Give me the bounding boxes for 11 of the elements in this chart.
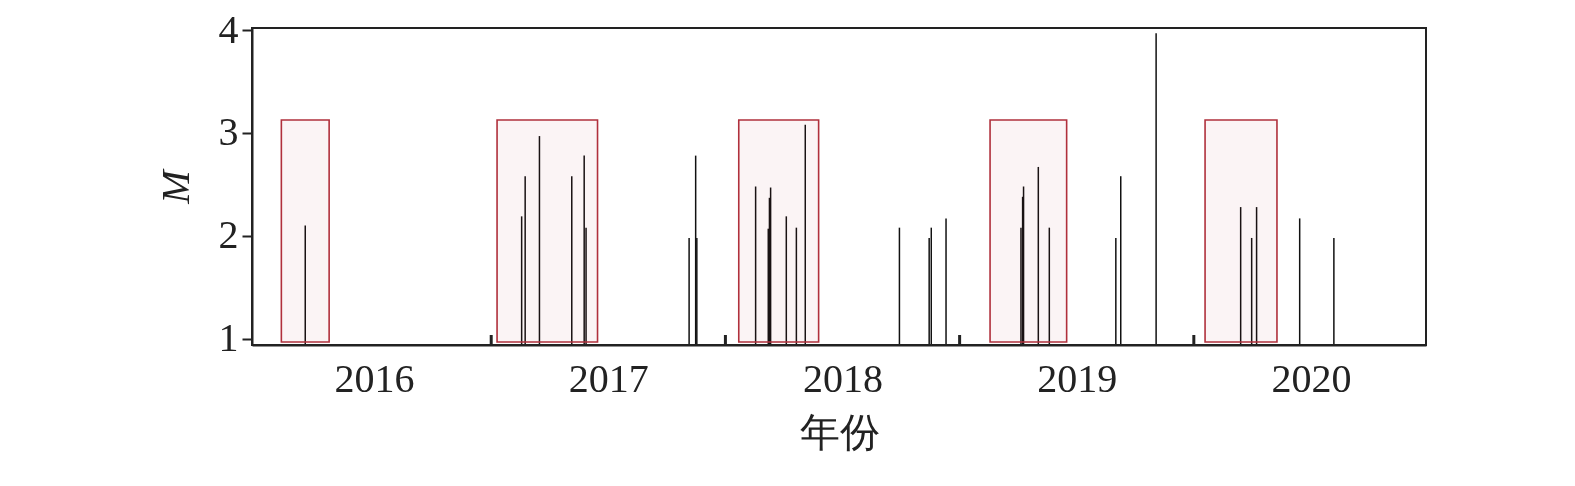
y-axis-title: M [152,167,198,205]
y-tick-label: 1 [218,315,239,361]
x-tick-label: 2020 [1271,355,1352,401]
y-tick-label: 2 [218,212,239,258]
x-tick-label: 2017 [568,355,649,401]
x-axis-title: 年份 [799,409,880,455]
x-tick-label: 2016 [334,355,415,401]
y-tick-label: 4 [218,6,239,52]
x-tick-label: 2018 [803,355,884,401]
y-tick-label: 3 [218,109,239,155]
x-tick-label: 2019 [1037,355,1118,401]
